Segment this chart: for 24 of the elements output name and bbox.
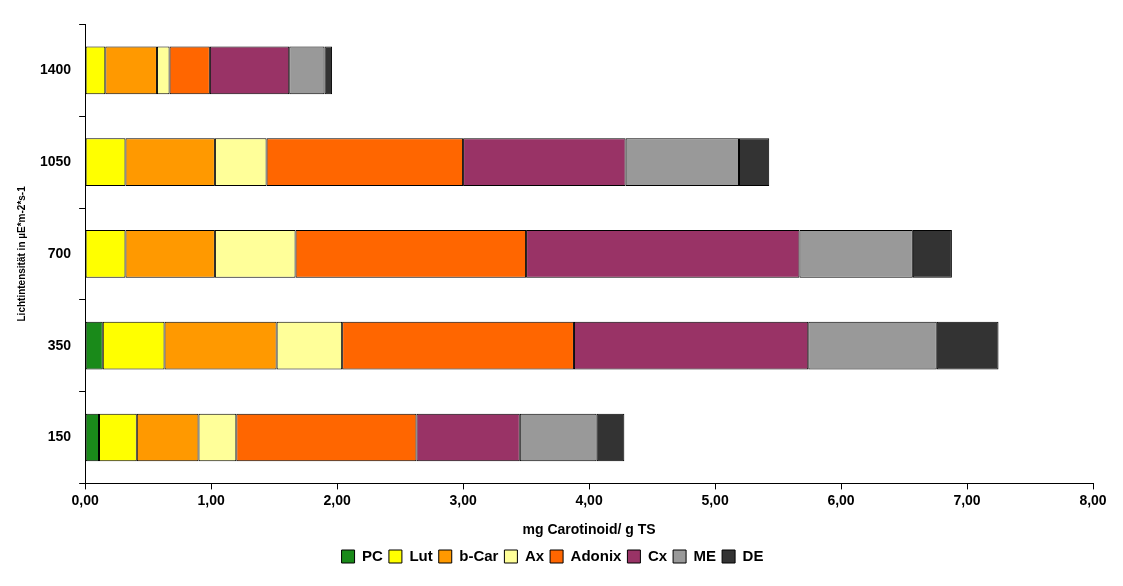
x-tick-label: 6,00: [827, 491, 855, 508]
x-tick-label: 0,00: [71, 491, 99, 508]
legend-label: Cx: [647, 546, 668, 564]
y-tick-label: 150: [47, 428, 72, 445]
x-tick-label: 4,00: [575, 491, 603, 508]
y-tick-label: 1050: [39, 152, 72, 169]
y-tick-label: 1400: [39, 61, 72, 78]
legend-label: Lut: [409, 546, 433, 564]
legend-label: ME: [693, 546, 717, 564]
x-tick-label: 8,00: [1079, 491, 1107, 508]
y-tick-label: 700: [47, 244, 72, 261]
x-tick-label: 3,00: [449, 491, 477, 508]
legend-label: PC: [362, 546, 384, 564]
legend-label: Adonix: [570, 546, 623, 564]
x-tick-label: 5,00: [701, 491, 729, 508]
legend-label: Ax: [524, 546, 545, 564]
legend-label: DE: [742, 546, 764, 564]
legend-label: b-Car: [459, 546, 499, 564]
x-tick-label: 1,00: [197, 491, 225, 508]
x-tick-label: 2,00: [323, 491, 351, 508]
y-tick-label: 350: [47, 336, 72, 353]
x-tick-label: 7,00: [953, 491, 981, 508]
y-axis-title: Lichtintensität in µE*m-2*s-1: [15, 185, 27, 322]
x-axis-title: mg Carotinoid/ g TS: [522, 521, 656, 538]
